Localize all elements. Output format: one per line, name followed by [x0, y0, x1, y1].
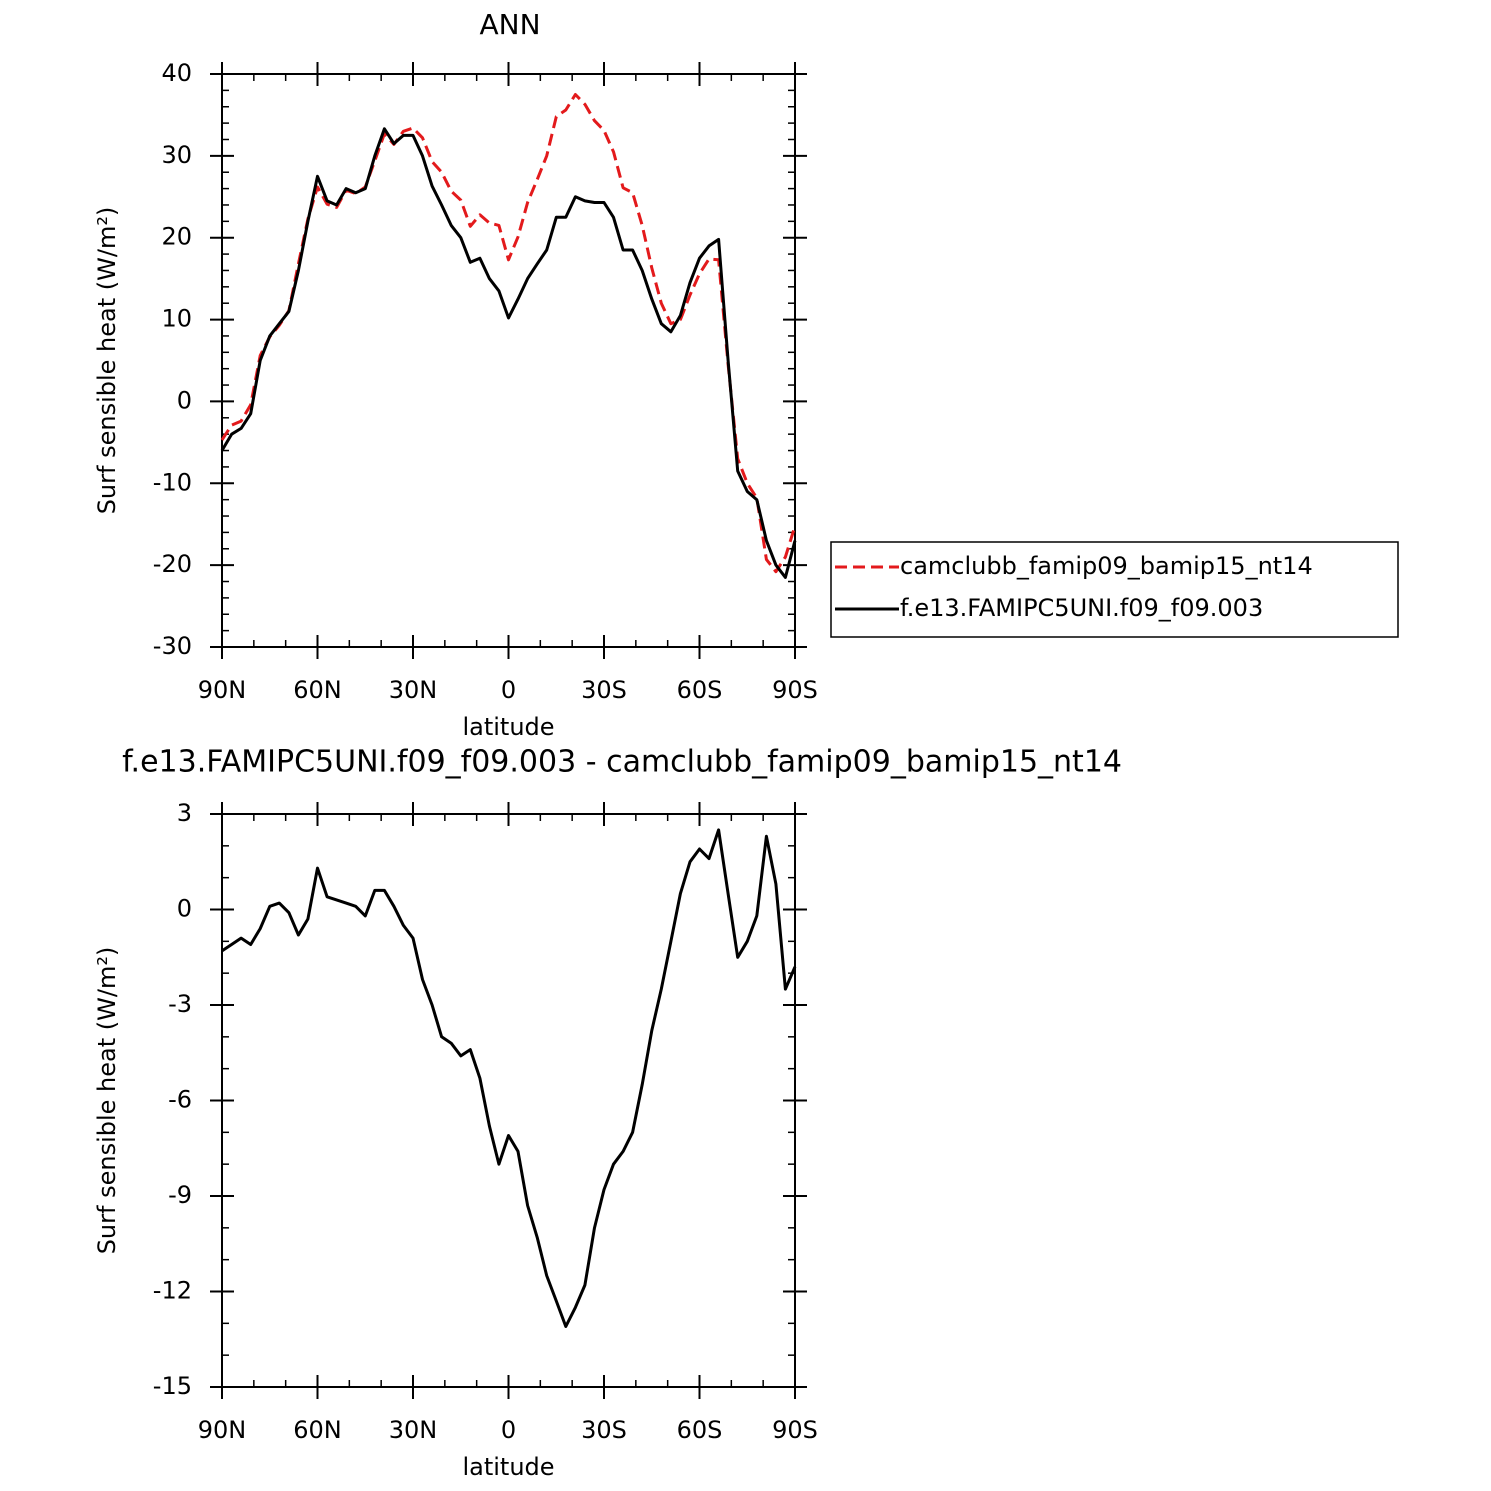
- x-tick-label: 0: [501, 1416, 516, 1444]
- y-axis-label: Surf sensible heat (W/m²): [93, 207, 121, 515]
- legend-label: camclubb_famip09_bamip15_nt14: [900, 552, 1313, 580]
- x-tick-label: 90N: [198, 676, 247, 704]
- chart-title: f.e13.FAMIPC5UNI.f09_f09.003 - camclubb_…: [122, 745, 1122, 780]
- y-tick-label: 30: [161, 141, 192, 169]
- y-tick-label: -9: [168, 1181, 192, 1209]
- x-axis-label: latitude: [462, 713, 554, 741]
- y-tick-label: 40: [161, 59, 192, 87]
- x-tick-label: 90S: [772, 676, 818, 704]
- legend-box: [830, 541, 1399, 638]
- y-tick-label: -3: [168, 990, 192, 1018]
- y-axis-label: Surf sensible heat (W/m²): [93, 947, 121, 1255]
- x-axis-label: latitude: [462, 1453, 554, 1481]
- x-tick-label: 30S: [581, 676, 627, 704]
- plot-frame: [221, 813, 796, 1388]
- series-line: [220, 127, 797, 579]
- y-tick-label: 3: [177, 799, 192, 827]
- x-tick-label: 90S: [772, 1416, 818, 1444]
- y-tick-label: -30: [153, 632, 192, 660]
- x-tick-label: 60N: [293, 676, 342, 704]
- y-tick-label: 10: [161, 305, 192, 333]
- y-tick-label: -10: [153, 468, 192, 496]
- x-tick-label: 60S: [677, 1416, 723, 1444]
- plot-frame: [221, 73, 796, 648]
- y-tick-label: 20: [161, 223, 192, 251]
- x-tick-label: 60S: [677, 676, 723, 704]
- y-tick-label: -6: [168, 1086, 192, 1114]
- x-tick-label: 30N: [389, 676, 438, 704]
- legend-label: f.e13.FAMIPC5UNI.f09_f09.003: [900, 594, 1263, 622]
- series-line: [220, 93, 797, 574]
- y-tick-label: -20: [153, 550, 192, 578]
- y-tick-label: -15: [153, 1372, 192, 1400]
- x-tick-label: 30N: [389, 1416, 438, 1444]
- x-tick-label: 60N: [293, 1416, 342, 1444]
- y-tick-label: 0: [177, 895, 192, 923]
- y-tick-label: -12: [153, 1277, 192, 1305]
- x-tick-label: 30S: [581, 1416, 627, 1444]
- x-tick-label: 0: [501, 676, 516, 704]
- chart-title: ANN: [479, 8, 540, 41]
- series-line: [221, 828, 797, 1328]
- x-tick-label: 90N: [198, 1416, 247, 1444]
- y-tick-label: 0: [177, 386, 192, 414]
